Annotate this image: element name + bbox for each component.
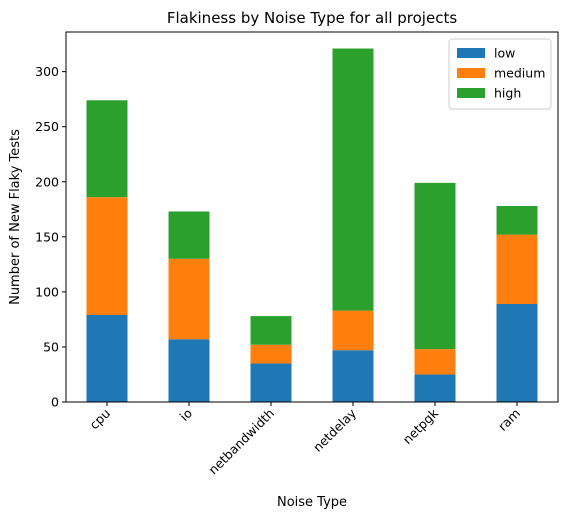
y-tick-label: 300 — [35, 64, 59, 79]
bar-medium-ram — [496, 234, 538, 304]
bar-medium-netdelay — [332, 310, 374, 351]
legend-label-low: low — [494, 46, 515, 61]
y-tick-label: 150 — [35, 229, 59, 244]
bar-low-ram — [496, 303, 538, 402]
x-tick-label-cpu: cpu — [86, 406, 113, 433]
legend-swatch-high — [457, 88, 485, 98]
x-axis: cpu io netbandwidth netdelay netpgk ram — [86, 402, 523, 477]
bar-medium-cpu — [86, 197, 128, 316]
x-tick-label-netdelay: netdelay — [310, 405, 360, 455]
bar-high-netbandwidth — [250, 316, 292, 345]
y-tick-label: 200 — [35, 174, 59, 189]
bar-high-io — [168, 211, 210, 259]
bar-low-cpu — [86, 315, 128, 402]
x-tick-label-netbandwidth: netbandwidth — [205, 406, 277, 478]
bar-medium-io — [168, 258, 210, 340]
y-tick-label: 100 — [35, 284, 59, 299]
bar-high-ram — [496, 205, 538, 235]
y-tick-label: 250 — [35, 119, 59, 134]
x-tick-label-ram: ram — [495, 406, 523, 434]
x-tick-label-netpgk: netpgk — [400, 405, 442, 447]
bar-high-netdelay — [332, 48, 374, 311]
bar-high-netpgk — [414, 182, 456, 350]
y-tick-label: 50 — [43, 339, 59, 354]
plot-frame — [65, 31, 559, 403]
bar-high-cpu — [86, 100, 128, 198]
bar-low-netbandwidth — [250, 363, 292, 402]
legend-label-high: high — [494, 86, 521, 101]
bar-low-netpgk — [414, 374, 456, 402]
bars-group — [86, 48, 538, 402]
bar-low-io — [168, 339, 210, 402]
chart-title: Flakiness by Noise Type for all projects — [167, 9, 457, 27]
bar-medium-netbandwidth — [250, 344, 292, 364]
y-axis-label: Number of New Flaky Tests — [8, 129, 23, 305]
legend-swatch-medium — [457, 68, 485, 78]
bar-low-netdelay — [332, 350, 374, 402]
y-tick-label: 0 — [51, 395, 59, 410]
legend-label-medium: medium — [494, 66, 545, 81]
x-axis-label: Noise Type — [277, 495, 347, 510]
bar-medium-netpgk — [414, 349, 456, 375]
legend-swatch-low — [457, 48, 485, 58]
y-axis: 0 50 100 150 200 250 300 — [35, 64, 66, 410]
x-tick-label-io: io — [177, 406, 195, 424]
legend: low medium high — [448, 38, 552, 110]
